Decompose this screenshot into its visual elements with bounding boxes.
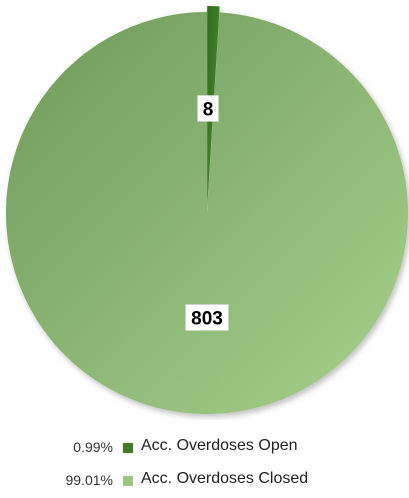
legend-item-closed: 99.01% Acc. Overdoses Closed [0,469,409,491]
legend-swatch-closed [123,476,133,486]
legend-item-open: 0.99% Acc. Overdoses Open [0,436,409,458]
legend-swatch-open [123,443,133,453]
data-label-text: 803 [191,309,223,330]
legend-percent-closed: 99.01% [65,472,113,488]
data-label-open: 8 [197,95,219,122]
pie-chart: 8 803 [5,6,408,414]
legend-percent-open: 0.99% [73,439,113,455]
data-label-text: 8 [203,99,214,120]
data-label-closed: 803 [185,304,229,331]
legend-label-open: Acc. Overdoses Open [141,437,298,454]
legend-label-closed: Acc. Overdoses Closed [141,470,309,487]
pie-slice-closed [5,12,408,414]
